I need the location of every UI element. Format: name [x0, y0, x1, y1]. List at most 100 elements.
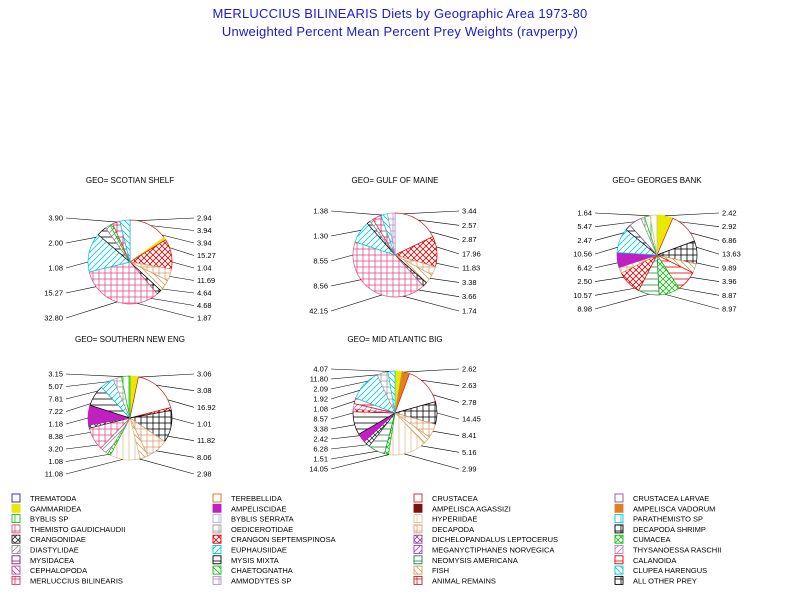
data-label: 3.20	[48, 445, 63, 454]
leader-line	[330, 210, 383, 216]
legend-item-mysis-mixta: MYSIS MIXTA	[212, 555, 279, 565]
data-label: 7.22	[48, 407, 63, 416]
pie-slice-themisto-gaudichaudii	[88, 261, 158, 305]
leader-line	[696, 262, 720, 269]
leader-line	[65, 261, 89, 269]
legend-item-crustacea-larvae: CRUSTACEA LARVAE	[614, 493, 709, 503]
legend-swatch	[212, 514, 222, 524]
data-label: 1.08	[313, 405, 328, 414]
leader-line	[330, 374, 378, 380]
leader-line	[330, 400, 355, 410]
leader-line	[421, 379, 460, 386]
legend-label: CEPHALOPODA	[30, 566, 87, 575]
data-label: 3.94	[197, 239, 212, 248]
leader-line	[65, 454, 110, 462]
leader-line	[429, 231, 460, 240]
data-label: 32.80	[44, 314, 63, 323]
legend-swatch	[11, 545, 21, 554]
pie-title: GEO= MID ATLANTIC BIG	[347, 335, 442, 344]
data-label: 1.38	[313, 207, 328, 216]
data-label: 2.92	[722, 222, 737, 231]
leader-line	[139, 373, 195, 378]
legend-swatch	[212, 503, 222, 513]
legend-swatch	[413, 575, 423, 585]
leader-line	[436, 246, 460, 255]
legend-swatch	[413, 534, 423, 544]
data-label: 17.96	[462, 249, 481, 258]
legend-swatch	[413, 545, 423, 554]
pie-geo-scotian-shelf: GEO= SCOTIAN SHELF 2.94 3.94 3.94 15.27 1.04 1…	[44, 176, 216, 323]
pie-slice-ammodytes-sp	[387, 212, 396, 256]
legend-item-dichelopandalus-leptocerus: DICHELOPANDALUS LEPTOCERUS	[413, 534, 558, 544]
legend-label: AMPELISCA AGASSIZI	[432, 504, 511, 513]
data-label: 16.92	[197, 403, 216, 412]
data-label: 1.08	[48, 457, 63, 466]
legend-item-decapoda-shrimp: DECAPODA SHRIMP	[614, 524, 706, 534]
leader-line	[65, 237, 97, 244]
legend-label: CRUSTACEA LARVAE	[633, 494, 709, 503]
pie-title: GEO= GULF OF MAINE	[352, 176, 439, 185]
leader-line	[330, 254, 354, 262]
legend-item-oedicerotidae: OEDICEROTIDAE	[212, 524, 293, 534]
data-label: 2.09	[313, 385, 328, 394]
data-label: 4.68	[197, 301, 212, 310]
data-label: 5.07	[48, 382, 63, 391]
legend-label: AMMODYTES SP	[231, 576, 291, 585]
pies-layer: GEO= SCOTIAN SHELF 2.94 3.94 3.94 15.27 1.04 1…	[44, 176, 741, 479]
pie-geo-gulf-of-maine: GEO= GULF OF MAINE 3.44 2.57 2.87 17.96 11.83…	[309, 176, 481, 316]
legend-label: CLUPEA HARENGUS	[633, 566, 707, 575]
leader-line	[330, 424, 355, 430]
legend-swatch	[11, 514, 21, 524]
leader-line	[169, 247, 195, 256]
pie-slice-clupea-harengus	[119, 219, 131, 263]
data-label: 15.27	[197, 251, 216, 260]
data-label: 11.08	[45, 470, 63, 479]
legend-label: CALANOIDA	[633, 556, 676, 565]
legend-item-crustacea: CRUSTACEA	[413, 493, 478, 503]
pie-title: GEO= GEORGES BANK	[612, 176, 702, 185]
data-label: 1.30	[313, 232, 328, 241]
leader-line	[150, 225, 195, 231]
leader-line	[330, 390, 360, 400]
legend-label: MEGANYCTIPHANES NORVEGICA	[432, 546, 554, 555]
leader-line	[594, 276, 624, 282]
data-label: 8.97	[722, 305, 737, 314]
legend-swatch	[614, 524, 624, 534]
legend-label: THEMISTO GAUDICHAUDII	[30, 525, 125, 534]
legend-item-all-other-prey: ALL OTHER PREY	[614, 575, 697, 585]
data-label: 4.07	[313, 365, 328, 374]
data-label: 15.27	[44, 289, 63, 298]
data-label: 13.63	[722, 250, 741, 259]
data-label: 1.74	[462, 307, 477, 316]
data-label: 2.99	[462, 465, 477, 474]
data-label: 1.04	[197, 264, 212, 273]
data-label: 8.06	[197, 453, 212, 462]
data-label: 1.87	[197, 314, 212, 323]
data-label: 6.42	[577, 263, 592, 272]
data-label: 8.56	[313, 282, 328, 291]
data-label: 42.15	[309, 307, 328, 316]
leader-line	[171, 417, 195, 425]
legend-item-terebellida: TEREBELLIDA	[212, 493, 282, 503]
data-label: 10.57	[573, 291, 592, 300]
leader-line	[65, 373, 123, 377]
leader-line	[65, 444, 98, 450]
leader-line	[664, 212, 720, 217]
data-label: 11.83	[462, 264, 480, 273]
legend-label: GAMMARIDEA	[30, 504, 81, 513]
legend-swatch	[614, 575, 624, 585]
legend-swatch	[212, 555, 222, 565]
data-label: 2.57	[462, 221, 477, 230]
legend-item-chaetognatha: CHAETOGNATHA	[212, 565, 293, 575]
leader-line	[429, 278, 460, 283]
legend-swatch	[614, 534, 624, 544]
pie-geo-southern-new-eng: GEO= SOUTHERN NEW ENG 3.06 3.08 16.92 1.01 11…	[45, 335, 216, 479]
leader-line	[167, 435, 195, 441]
legend-swatch	[614, 514, 624, 524]
data-label: 3.44	[462, 207, 477, 216]
legend-item-meganyctiphanes-norvegica: MEGANYCTIPHANES NORVEGICA	[413, 545, 554, 555]
legend-label: AMPELISCIDAE	[231, 504, 286, 513]
leader-line	[65, 432, 91, 437]
legend-label: OEDICEROTIDAE	[231, 525, 293, 534]
